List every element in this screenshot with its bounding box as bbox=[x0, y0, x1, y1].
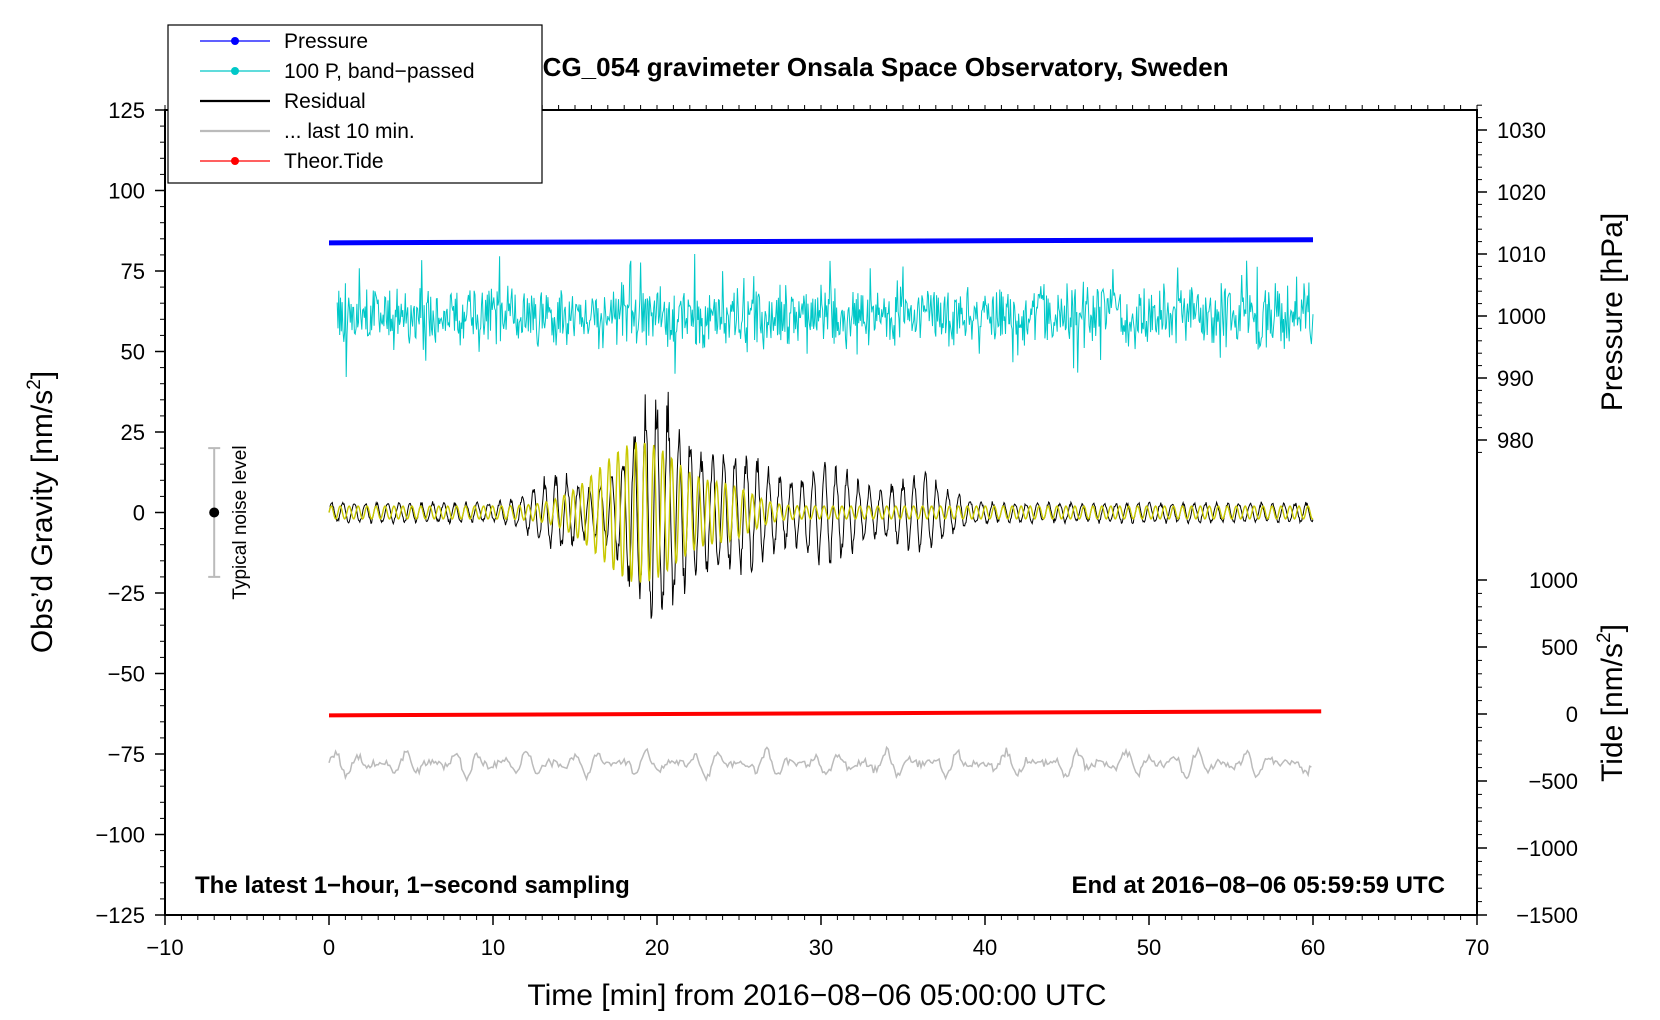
x-tick-label: −10 bbox=[146, 935, 183, 960]
x-tick-label: 30 bbox=[809, 935, 833, 960]
y-axis-title-pressure: Pressure [hPa] bbox=[1596, 213, 1629, 411]
chart-title: SCG_054 gravimeter Onsala Space Observat… bbox=[525, 52, 1228, 82]
tide-tick-label: 0 bbox=[1566, 702, 1578, 727]
y-tick-label: 50 bbox=[121, 340, 145, 365]
series-last-10-min bbox=[328, 745, 1312, 783]
y-axis-title-tide-sup: 2 bbox=[1594, 632, 1615, 643]
y-tick-label: 125 bbox=[108, 98, 145, 123]
typical-noise-indicator: Typical noise level bbox=[208, 445, 251, 600]
x-tick-label: 70 bbox=[1465, 935, 1489, 960]
data-series bbox=[328, 237, 1322, 783]
series-residual bbox=[328, 391, 1314, 619]
legend-marker bbox=[231, 67, 239, 75]
legend-label: Theor.Tide bbox=[284, 150, 384, 173]
tide-tick-label: −1500 bbox=[1516, 903, 1578, 928]
y-tick-label: −125 bbox=[95, 903, 145, 928]
y-axis-title-tide: Tide [nm/s2] bbox=[1594, 624, 1629, 782]
tide-tick-label: −500 bbox=[1528, 769, 1578, 794]
y-tick-label: 0 bbox=[133, 501, 145, 526]
y-axis-title-gravity-main: Obs’d Gravity [nm/s bbox=[26, 390, 59, 653]
annotation-sampling: The latest 1−hour, 1−second sampling bbox=[195, 872, 630, 899]
x-tick-label: 60 bbox=[1301, 935, 1325, 960]
annotation-end-time: End at 2016−08−06 05:59:59 UTC bbox=[1071, 872, 1445, 899]
y-axis-title-gravity: Obs’d Gravity [nm/s2] bbox=[24, 371, 59, 653]
x-axis-title: Time [min] from 2016−08−06 05:00:00 UTC bbox=[527, 979, 1106, 1012]
plot-area: −10 0 10 20 30 40 50 60 701251007550250−25−50−75… bbox=[95, 98, 1578, 960]
legend-marker bbox=[231, 157, 239, 165]
y-axis-title-gravity-end: ] bbox=[26, 371, 59, 379]
series-pressure-bandpassed bbox=[336, 253, 1314, 378]
y-tick-label: 100 bbox=[108, 179, 145, 204]
x-tick-label: 40 bbox=[973, 935, 997, 960]
legend-label: 100 P, band−passed bbox=[284, 60, 475, 83]
noise-label: Typical noise level bbox=[230, 445, 251, 599]
legend-label: Pressure bbox=[284, 30, 368, 53]
tide-tick-label: −1000 bbox=[1516, 836, 1578, 861]
y-tick-label: −75 bbox=[108, 742, 145, 767]
noise-center-dot bbox=[209, 507, 220, 518]
legend-label: ... last 10 min. bbox=[284, 120, 415, 143]
plot-frame bbox=[164, 109, 1478, 916]
pressure-tick-label: 980 bbox=[1497, 428, 1534, 453]
y-axis-title-tide-main: Tide [nm/s bbox=[1596, 643, 1629, 782]
legend-label: Residual bbox=[284, 90, 366, 113]
pressure-tick-label: 1030 bbox=[1497, 118, 1546, 143]
pressure-tick-label: 1010 bbox=[1497, 242, 1546, 267]
x-tick-label: 10 bbox=[481, 935, 505, 960]
legend-box bbox=[167, 24, 543, 184]
pressure-tick-label: 1000 bbox=[1497, 304, 1546, 329]
pressure-tick-label: 990 bbox=[1497, 366, 1534, 391]
pressure-tick-label: 1020 bbox=[1497, 180, 1546, 205]
x-tick-label: 20 bbox=[645, 935, 669, 960]
y-axis-title-tide-end: ] bbox=[1596, 624, 1629, 632]
y-tick-label: 25 bbox=[121, 420, 145, 445]
legend-marker bbox=[231, 37, 239, 45]
tide-tick-label: 1000 bbox=[1529, 568, 1578, 593]
x-tick-label: 0 bbox=[323, 935, 335, 960]
y-axis-title-gravity-sup: 2 bbox=[24, 379, 45, 390]
series-residual-lowpass bbox=[328, 442, 1314, 583]
series-theor-tide bbox=[328, 709, 1322, 718]
y-tick-label: 75 bbox=[121, 259, 145, 284]
y-tick-label: −25 bbox=[108, 581, 145, 606]
axis-ticks: −10 0 10 20 30 40 50 60 701251007550250−25−50−75… bbox=[95, 98, 1578, 960]
legend: Pressure 100 P, band−passed Residual ... la… bbox=[167, 24, 543, 184]
x-tick-label: 50 bbox=[1137, 935, 1161, 960]
series-pressure bbox=[328, 237, 1314, 246]
y-tick-label: −100 bbox=[95, 823, 145, 848]
tide-tick-label: 500 bbox=[1541, 635, 1578, 660]
y-tick-label: −50 bbox=[108, 662, 145, 687]
